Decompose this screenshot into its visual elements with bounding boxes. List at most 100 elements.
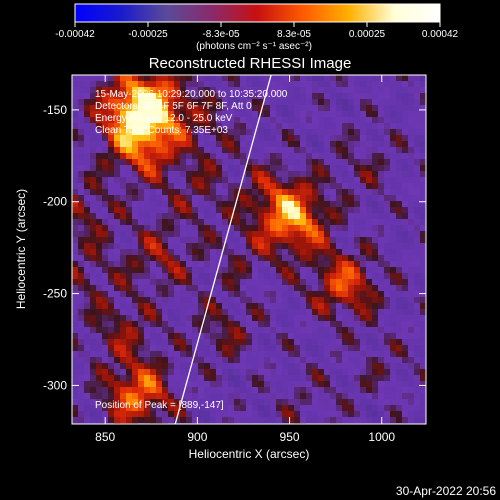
heatmap-cell <box>204 285 211 292</box>
heatmap-cell <box>420 417 426 424</box>
heatmap-cell <box>90 195 97 202</box>
heatmap-cell <box>234 183 241 190</box>
heatmap-cell <box>294 177 301 184</box>
heatmap-cell <box>156 105 163 112</box>
heatmap-cell <box>210 93 217 100</box>
heatmap-cell <box>204 171 211 178</box>
heatmap-cell <box>312 369 319 376</box>
heatmap-cell <box>138 81 145 88</box>
heatmap-cell <box>216 117 223 124</box>
heatmap-cell <box>192 87 199 94</box>
heatmap-cell <box>186 93 193 100</box>
heatmap-cell <box>276 195 283 202</box>
heatmap-cell <box>102 123 109 130</box>
heatmap-cell <box>156 213 163 220</box>
heatmap-cell <box>342 255 349 262</box>
heatmap-cell <box>90 165 97 172</box>
heatmap-cell <box>372 387 379 394</box>
heatmap-cell <box>156 123 163 130</box>
heatmap-cell <box>366 141 373 148</box>
heatmap-cell <box>294 363 301 370</box>
heatmap-cell <box>378 153 385 160</box>
heatmap-cell <box>414 381 421 388</box>
heatmap-cell <box>102 159 109 166</box>
heatmap-cell <box>216 387 223 394</box>
heatmap-cell <box>144 237 151 244</box>
heatmap-cell <box>162 93 169 100</box>
heatmap-cell <box>84 255 91 262</box>
heatmap-cell <box>108 189 115 196</box>
heatmap-cell <box>258 237 265 244</box>
x-axis-label: Heliocentric X (arcsec) <box>189 447 310 461</box>
heatmap-cell <box>144 87 151 94</box>
heatmap-cell <box>198 399 205 406</box>
heatmap-cell <box>252 309 259 316</box>
heatmap-cell <box>192 387 199 394</box>
x-tick-label: 950 <box>280 430 300 444</box>
heatmap-cell <box>306 225 313 232</box>
heatmap-cell <box>72 249 79 256</box>
heatmap-cell <box>96 93 103 100</box>
heatmap-cell <box>144 363 151 370</box>
heatmap-cell <box>324 279 331 286</box>
heatmap-cell <box>198 261 205 268</box>
heatmap-cell <box>78 93 85 100</box>
heatmap-cell <box>216 219 223 226</box>
heatmap-cell <box>354 297 361 304</box>
heatmap-cell <box>282 399 289 406</box>
heatmap-cell <box>288 183 295 190</box>
heatmap-cell <box>366 237 373 244</box>
heatmap-cell <box>144 201 151 208</box>
heatmap-cell <box>348 129 355 136</box>
heatmap-cell <box>414 333 421 340</box>
heatmap-cell <box>372 243 379 250</box>
heatmap-cell <box>306 345 313 352</box>
heatmap-cell <box>156 81 163 88</box>
heatmap-cell <box>384 249 391 256</box>
heatmap-cell <box>84 351 91 358</box>
heatmap-cell <box>210 315 217 322</box>
heatmap-cell <box>300 357 307 364</box>
heatmap-cell <box>108 219 115 226</box>
heatmap-cell <box>162 381 169 388</box>
heatmap-cell <box>354 111 361 118</box>
heatmap-cell <box>336 357 343 364</box>
heatmap-cell <box>222 357 229 364</box>
heatmap-cell <box>252 387 259 394</box>
heatmap-cell <box>336 363 343 370</box>
heatmap-cell <box>402 243 409 250</box>
heatmap-cell <box>402 285 409 292</box>
heatmap-cell <box>258 111 265 118</box>
heatmap-cell <box>186 195 193 202</box>
heatmap-cell <box>252 117 259 124</box>
heatmap-cell <box>264 147 271 154</box>
heatmap-cell <box>300 147 307 154</box>
heatmap-cell <box>210 291 217 298</box>
heatmap-cell <box>192 177 199 184</box>
heatmap-cell <box>108 141 115 148</box>
heatmap-cell <box>204 321 211 328</box>
heatmap-cell <box>318 279 325 286</box>
heatmap-cell <box>96 279 103 286</box>
heatmap-cell <box>378 315 385 322</box>
heatmap-cell <box>366 75 373 82</box>
heatmap-cell <box>282 267 289 274</box>
heatmap-cell <box>414 117 421 124</box>
heatmap-cell <box>234 255 241 262</box>
heatmap-cell <box>114 321 121 328</box>
heatmap-cell <box>414 417 421 424</box>
heatmap-cell <box>354 321 361 328</box>
heatmap-cell <box>336 171 343 178</box>
heatmap-cell <box>72 405 79 412</box>
heatmap-cell <box>222 141 229 148</box>
heatmap-cell <box>312 237 319 244</box>
heatmap-cell <box>180 99 187 106</box>
heatmap-cell <box>204 237 211 244</box>
heatmap-cell <box>258 297 265 304</box>
heatmap-cell <box>102 381 109 388</box>
heatmap-cell <box>72 195 79 202</box>
heatmap-cell <box>420 351 426 358</box>
heatmap-cell <box>330 411 337 418</box>
heatmap-cell <box>192 195 199 202</box>
heatmap-cell <box>318 273 325 280</box>
